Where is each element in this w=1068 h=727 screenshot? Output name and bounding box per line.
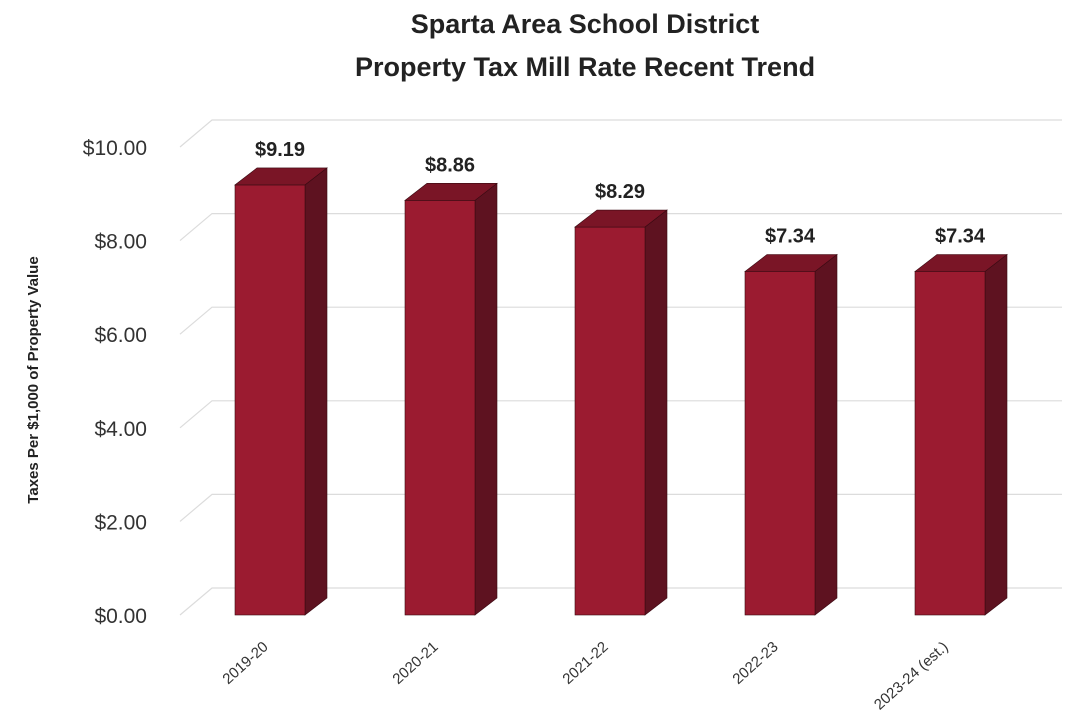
data-label: $7.34 xyxy=(935,225,986,247)
y-tick-label: $10.00 xyxy=(83,137,147,160)
gridline-4 xyxy=(179,213,1062,242)
y-tick-label: $6.00 xyxy=(94,324,147,347)
bar-top-face xyxy=(234,167,328,186)
bar-side-face xyxy=(474,182,498,616)
bar xyxy=(574,209,668,616)
gridline-5 xyxy=(179,119,1062,148)
bar-top-face xyxy=(744,254,838,272)
bar-front-face xyxy=(914,271,986,616)
data-label: $9.19 xyxy=(255,139,305,161)
bar-top-face xyxy=(914,254,1008,272)
y-axis-tick-labels: $0.00 $2.00 $4.00 $6.00 $8.00 $10.00 xyxy=(83,137,147,628)
x-tick-label: 2023-24 (est.) xyxy=(871,638,952,713)
data-labels: $9.19 $8.86 $8.29 $7.34 $7.34 xyxy=(255,139,986,248)
bar-side-face xyxy=(814,253,838,616)
bar-front-face xyxy=(404,200,476,616)
bar-front-face xyxy=(574,226,646,616)
x-tick-label: 2020-21 xyxy=(389,638,441,687)
y-tick-label: $4.00 xyxy=(94,418,147,441)
y-axis-title: Taxes Per $1,000 of Property Value xyxy=(25,256,42,503)
y-tick-label: $0.00 xyxy=(94,605,147,628)
data-label: $7.34 xyxy=(765,225,816,247)
data-label: $8.29 xyxy=(595,181,645,203)
x-axis-tick-labels: 2019-20 2020-21 2021-22 2022-23 2023-24 (est… xyxy=(219,638,951,713)
bar xyxy=(914,253,1008,616)
bar-side-face xyxy=(304,167,328,616)
bar-top-face xyxy=(404,183,498,201)
bar-side-face xyxy=(984,253,1008,616)
bar xyxy=(744,253,838,616)
chart-title-line-1: Sparta Area School District xyxy=(411,9,760,39)
bar xyxy=(404,182,498,616)
bar xyxy=(234,167,328,616)
y-tick-label: $8.00 xyxy=(94,231,147,254)
bars xyxy=(234,167,1008,616)
bar-side-face xyxy=(644,209,668,616)
x-tick-label: 2021-22 xyxy=(559,638,611,687)
y-tick-label: $2.00 xyxy=(94,511,147,534)
bar-front-face xyxy=(234,184,306,616)
chart-title-line-2: Property Tax Mill Rate Recent Trend xyxy=(355,52,815,82)
bar-top-face xyxy=(574,209,668,228)
x-tick-label: 2019-20 xyxy=(219,638,271,687)
x-tick-label: 2022-23 xyxy=(729,638,781,687)
data-label: $8.86 xyxy=(425,154,475,176)
bar-front-face xyxy=(744,271,816,616)
